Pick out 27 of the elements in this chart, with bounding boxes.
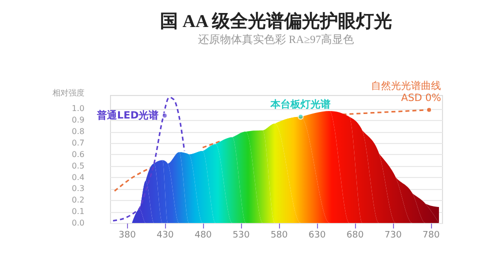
x-tick-label: 780 — [422, 230, 440, 240]
y-tick-label: 0.2 — [72, 196, 84, 205]
y-tick-label: 0.0 — [72, 218, 84, 228]
x-tick-label: 680 — [346, 230, 364, 240]
x-tick-label: 380 — [118, 230, 136, 240]
x-tick-label: 580 — [270, 230, 288, 240]
y-tick-label: 0.3 — [72, 184, 84, 194]
chart-subtitle: 还原物体真实色彩 RA≥97高显色 — [198, 32, 354, 46]
y-tick-label: 0.4 — [72, 172, 84, 182]
annotation: 本台板灯光谱 — [270, 98, 331, 111]
x-tick-label: 630 — [308, 230, 326, 240]
y-tick-label: 0.9 — [72, 116, 84, 125]
y-tick-label: 0.5 — [72, 161, 84, 170]
x-tick-label: 480 — [194, 230, 212, 240]
chart-title: 国 AA 级全光谱偏光护眼灯光 — [160, 10, 392, 31]
y-tick-label: 1.0 — [72, 104, 84, 114]
annotation: 普通LED光谱 — [96, 110, 159, 122]
y-tick-label: 0.7 — [72, 138, 84, 148]
y-axis-title: 相对强度 — [52, 88, 84, 98]
y-tick-label: 0.8 — [72, 127, 84, 136]
y-tick-label: 0.1 — [72, 207, 84, 216]
annotation: ASD 0% — [401, 92, 442, 104]
x-tick-label: 730 — [384, 230, 402, 240]
x-tick-label: 430 — [156, 230, 174, 240]
y-tick-label: 0.6 — [72, 150, 84, 159]
x-tick-label: 530 — [232, 230, 250, 240]
annotation: 自然光光谱曲线 — [371, 80, 442, 92]
